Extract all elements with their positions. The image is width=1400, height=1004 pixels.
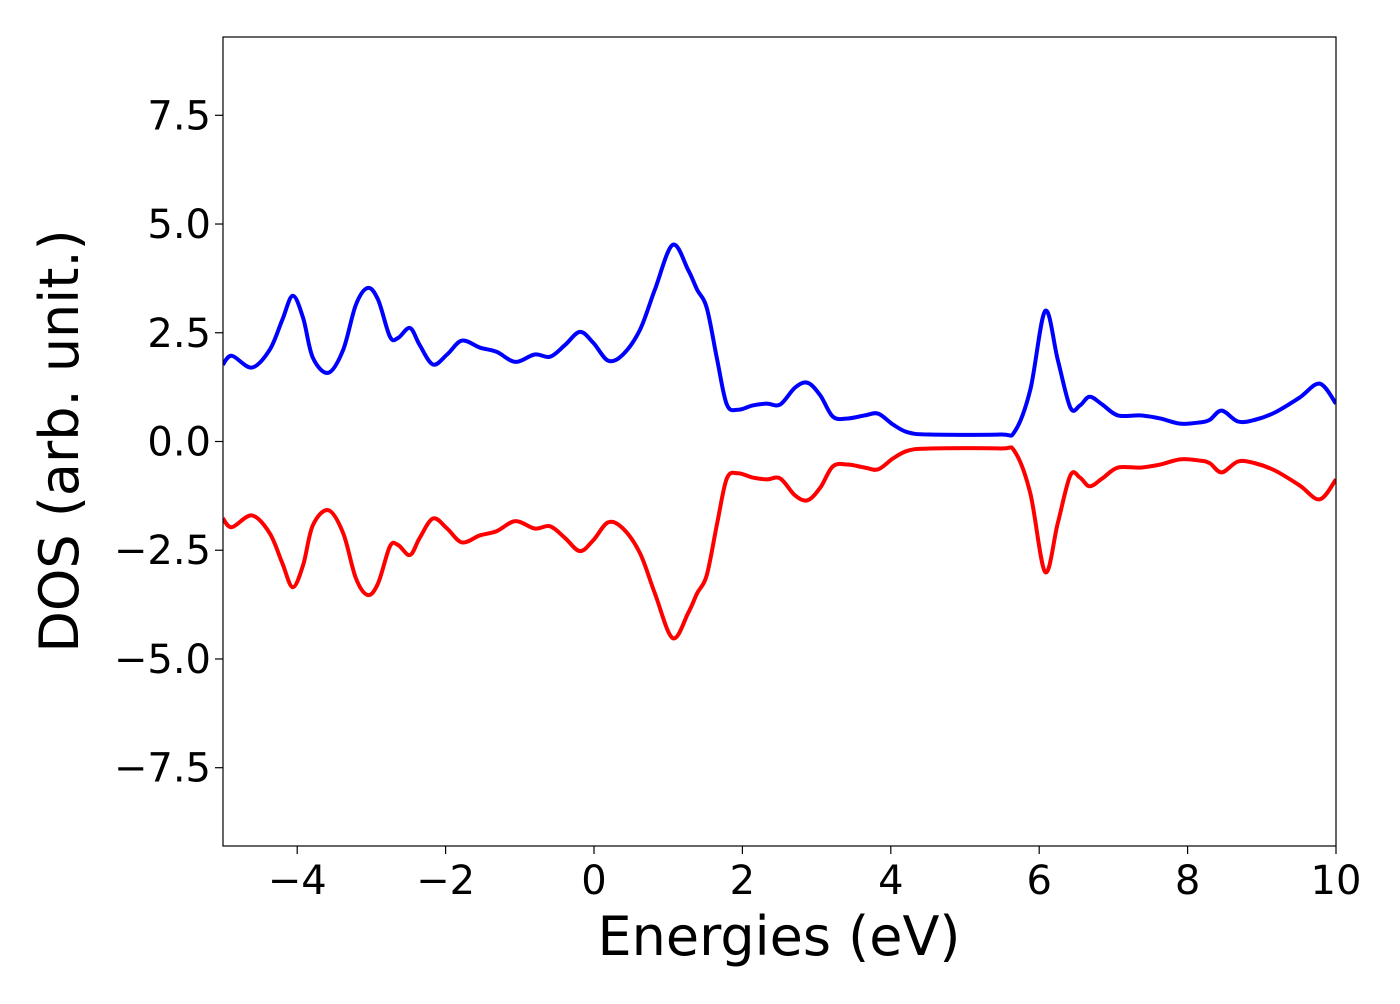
y-tick-label: −5.0 xyxy=(114,637,211,683)
x-axis-label: Energies (eV) xyxy=(598,905,961,968)
x-tick-label: 2 xyxy=(730,858,755,904)
x-tick-label: 6 xyxy=(1026,858,1051,904)
x-tick-label: −2 xyxy=(416,858,475,904)
y-tick-label: −7.5 xyxy=(114,746,211,792)
series-line xyxy=(223,445,1336,641)
x-tick-label: 10 xyxy=(1311,858,1362,904)
y-tick-label: 7.5 xyxy=(147,93,211,139)
y-tick-label: 5.0 xyxy=(147,202,211,248)
y-axis-label: DOS (arb. unit.) xyxy=(28,229,91,652)
x-tick-label: 4 xyxy=(878,858,903,904)
x-tick-label: −4 xyxy=(268,858,327,904)
y-tick-label: 2.5 xyxy=(147,311,211,357)
x-tick-label: 0 xyxy=(581,858,606,904)
y-tick-label: 0.0 xyxy=(147,420,211,466)
x-tick-label: 8 xyxy=(1175,858,1200,904)
y-tick-label: −2.5 xyxy=(114,528,211,574)
plot-frame xyxy=(222,36,1337,847)
plot-lines xyxy=(223,242,1336,641)
series-line xyxy=(223,242,1336,438)
